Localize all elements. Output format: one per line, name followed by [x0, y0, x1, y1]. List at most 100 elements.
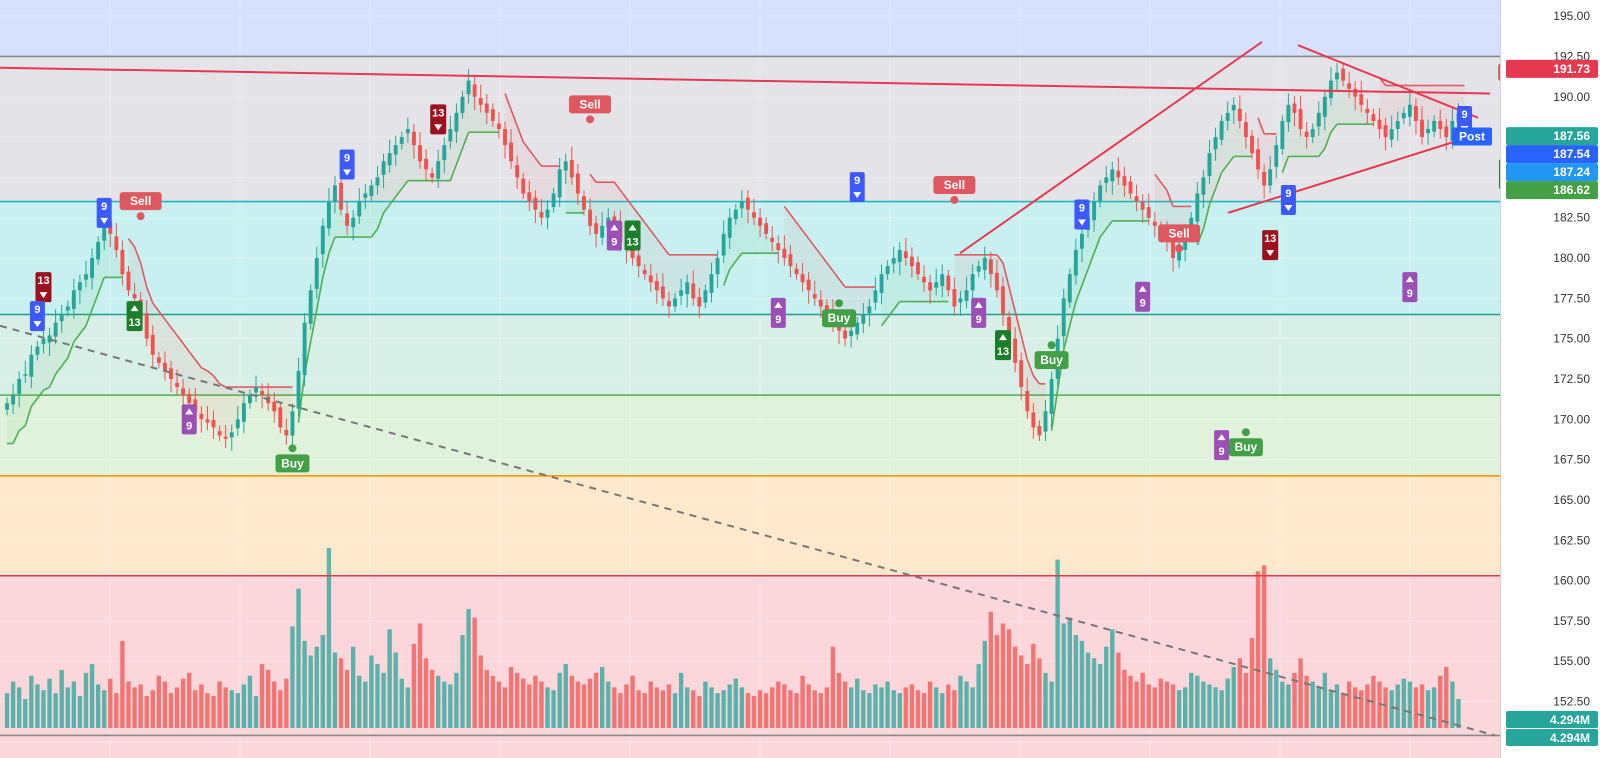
volume-bar	[618, 693, 623, 728]
arrow-down-icon	[1266, 250, 1275, 257]
trendline-dashed[interactable]	[0, 324, 1496, 737]
trendline[interactable]	[1227, 129, 1491, 214]
candle-body	[448, 129, 453, 142]
supertrend-segment	[1281, 156, 1290, 173]
volume-bar	[800, 675, 805, 728]
candle-body	[144, 313, 149, 339]
volume-tag: 4.294M	[1506, 729, 1598, 746]
candle-body	[648, 275, 653, 283]
candle-body	[867, 306, 872, 314]
candle-body	[411, 131, 416, 146]
candle-body	[1201, 177, 1206, 195]
candle-body	[1414, 106, 1418, 121]
volume-tag-box	[1506, 711, 1598, 728]
candle-body	[891, 258, 896, 264]
supertrend-segment	[625, 197, 634, 207]
volume-bar	[1182, 687, 1188, 728]
setup-marker-label: 9	[344, 153, 350, 165]
supertrend-segment	[1208, 188, 1217, 206]
supertrend-fill	[1039, 383, 1046, 436]
volume-bar	[727, 684, 732, 728]
candle-body	[1420, 119, 1424, 138]
trendline[interactable]	[959, 41, 1263, 255]
volume-bar	[818, 693, 823, 728]
supertrend-segment	[662, 246, 670, 256]
supertrend-segment	[170, 326, 178, 336]
volume-bar	[557, 672, 562, 728]
candle-body	[1122, 176, 1127, 186]
supertrend-segment	[18, 425, 26, 432]
candle-body	[818, 299, 823, 307]
price-axis[interactable]: 195.00192.50190.00187.50185.00182.50180.…	[1500, 0, 1600, 758]
volume-bar	[551, 690, 556, 728]
volume-bar	[253, 696, 259, 728]
supertrend-segment	[1330, 123, 1338, 133]
trendline[interactable]	[0, 66, 1491, 95]
candle-body	[1304, 131, 1309, 138]
supertrend-segment	[449, 164, 458, 181]
volume-bar	[235, 693, 240, 728]
volume-bar	[1353, 687, 1358, 728]
candle-body	[260, 390, 265, 396]
volume-bar	[10, 681, 16, 728]
setup-marker: 9	[29, 301, 45, 332]
volume-bar	[199, 684, 204, 728]
supertrend-segment	[158, 310, 166, 320]
supertrend-fill	[401, 129, 408, 189]
candle-body	[205, 419, 210, 423]
volume-bar	[770, 687, 775, 728]
supertrend-segment	[1050, 390, 1059, 431]
supertrend-segment	[1099, 228, 1107, 238]
volume-bar	[891, 690, 896, 728]
volume-bar	[533, 675, 538, 728]
candle-body	[1322, 96, 1327, 117]
supertrend-segment	[534, 157, 543, 167]
trendline[interactable]	[1297, 44, 1479, 119]
candle-body	[982, 258, 987, 270]
price-tag-layer: 191.73 187.56 187.54 187.24 186.62 Post 4.294M…	[1452, 59, 1598, 746]
supertrend-segment	[73, 333, 81, 343]
setup-marker-label: 9	[854, 175, 860, 187]
supertrend-fill	[1397, 85, 1404, 121]
supertrend-segment	[613, 181, 622, 191]
price-tag: 187.54	[1506, 145, 1598, 164]
supertrend-segment	[795, 222, 804, 232]
supertrend-fill	[893, 249, 900, 310]
volume-bar	[1000, 623, 1006, 728]
supertrend-segment	[206, 370, 215, 377]
volume-bar	[1444, 667, 1449, 728]
volume-bar	[964, 681, 969, 728]
supertrend-segment	[382, 204, 391, 214]
supertrend-segment	[1202, 204, 1211, 230]
price-tick-label: 160.00	[1553, 574, 1590, 588]
supertrend-segment	[1166, 190, 1174, 207]
supertrend-fill	[905, 258, 912, 302]
volume-bar	[527, 684, 532, 728]
signal-box	[933, 175, 976, 194]
volume-bar	[436, 675, 441, 728]
supertrend-segment	[735, 252, 743, 262]
volume-bar	[672, 693, 678, 728]
supertrend-segment	[1196, 228, 1205, 246]
supertrend-segment	[832, 270, 840, 280]
candle-body	[1353, 88, 1358, 97]
supertrend-fill	[110, 233, 117, 278]
volume-bar	[1152, 687, 1157, 728]
volume-bar	[217, 681, 222, 728]
supertrend-segment	[1026, 359, 1035, 377]
volume-bar	[1134, 681, 1139, 728]
signal-label: Buy	[1235, 440, 1258, 454]
candle-body	[588, 209, 592, 226]
volume-bar	[1097, 664, 1103, 728]
volume-bar	[1110, 629, 1115, 728]
trendline-layer[interactable]	[0, 41, 1496, 737]
supertrend-segment	[1069, 301, 1077, 326]
setup-marker-box	[1214, 430, 1230, 461]
volume-bar	[454, 672, 459, 728]
supertrend-fill	[1367, 112, 1374, 125]
arrow-up-icon	[1138, 285, 1147, 292]
setup-marker: 13	[1262, 230, 1279, 261]
arrow-up-icon	[774, 301, 783, 308]
